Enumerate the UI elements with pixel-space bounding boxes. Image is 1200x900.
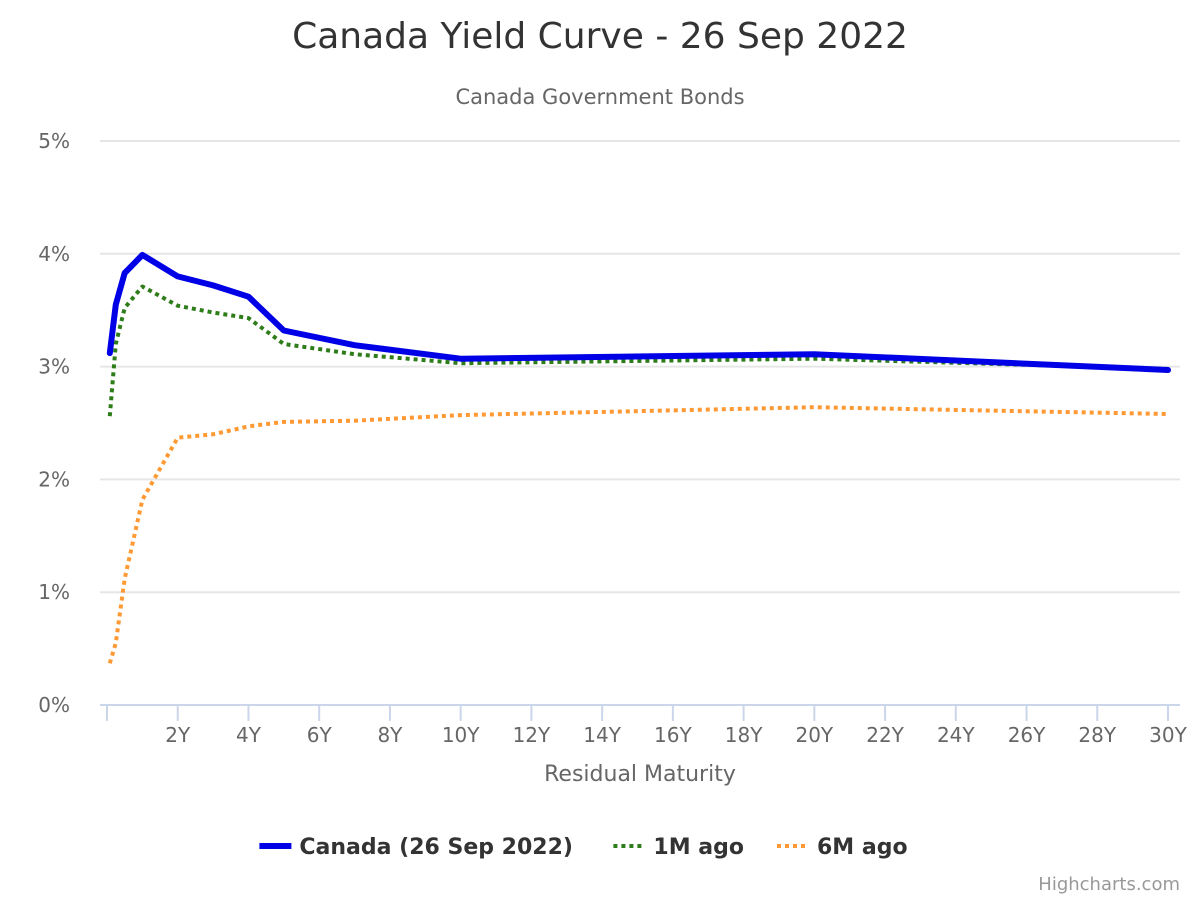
x-tick-label: 8Y xyxy=(377,723,403,747)
x-tick-label: 28Y xyxy=(1078,723,1116,747)
x-tick-label: 16Y xyxy=(654,723,692,747)
y-tick-label: 3% xyxy=(38,355,70,379)
legend: Canada (26 Sep 2022) 1M ago 6M ago xyxy=(259,835,908,860)
y-tick-label: 1% xyxy=(38,580,70,604)
legend-label: Canada (26 Sep 2022) xyxy=(299,835,573,860)
y-tick-label: 5% xyxy=(38,129,70,153)
x-axis: 2Y 4Y 6Y 8Y 10Y 12Y 14Y 16Y 18Y 20Y 22Y 24Y 26Y 28Y 30… xyxy=(100,704,1188,747)
legend-label: 6M ago xyxy=(817,835,908,860)
legend-item-2[interactable]: 6M ago xyxy=(777,835,908,860)
y-tick-label: 2% xyxy=(38,467,70,491)
x-tick-label: 26Y xyxy=(1008,723,1046,747)
legend-item-0[interactable]: Canada (26 Sep 2022) xyxy=(259,835,573,860)
x-tick-label: 14Y xyxy=(583,723,621,747)
series-line-2 xyxy=(107,405,1169,664)
chart-title: Canada Yield Curve - 26 Sep 2022 xyxy=(292,16,908,57)
series-group xyxy=(106,251,1171,664)
legend-label: 1M ago xyxy=(653,835,744,860)
x-tick-label: 20Y xyxy=(795,723,833,747)
x-tick-label: 10Y xyxy=(442,723,480,747)
y-tick-label: 4% xyxy=(38,242,70,266)
x-tick-label: 22Y xyxy=(866,723,904,747)
credits-link[interactable]: Highcharts.com xyxy=(1038,874,1180,895)
y-axis: 0% 1% 2% 3% 4% 5% xyxy=(38,129,70,717)
series-line-1 xyxy=(107,284,1169,417)
x-tick-label: 30Y xyxy=(1149,723,1187,747)
x-tick-label: 12Y xyxy=(513,723,551,747)
x-tick-label: 4Y xyxy=(236,723,262,747)
series-line-0 xyxy=(106,251,1171,373)
x-axis-title: Residual Maturity xyxy=(544,762,736,787)
x-tick-label: 6Y xyxy=(307,723,333,747)
y-tick-label: 0% xyxy=(38,693,70,717)
x-tick-label: 2Y xyxy=(165,723,191,747)
legend-item-1[interactable]: 1M ago xyxy=(613,835,744,860)
gridlines xyxy=(100,140,1180,594)
x-tick-label: 24Y xyxy=(937,723,975,747)
x-tick-label: 18Y xyxy=(725,723,763,747)
chart-subtitle: Canada Government Bonds xyxy=(455,85,744,109)
